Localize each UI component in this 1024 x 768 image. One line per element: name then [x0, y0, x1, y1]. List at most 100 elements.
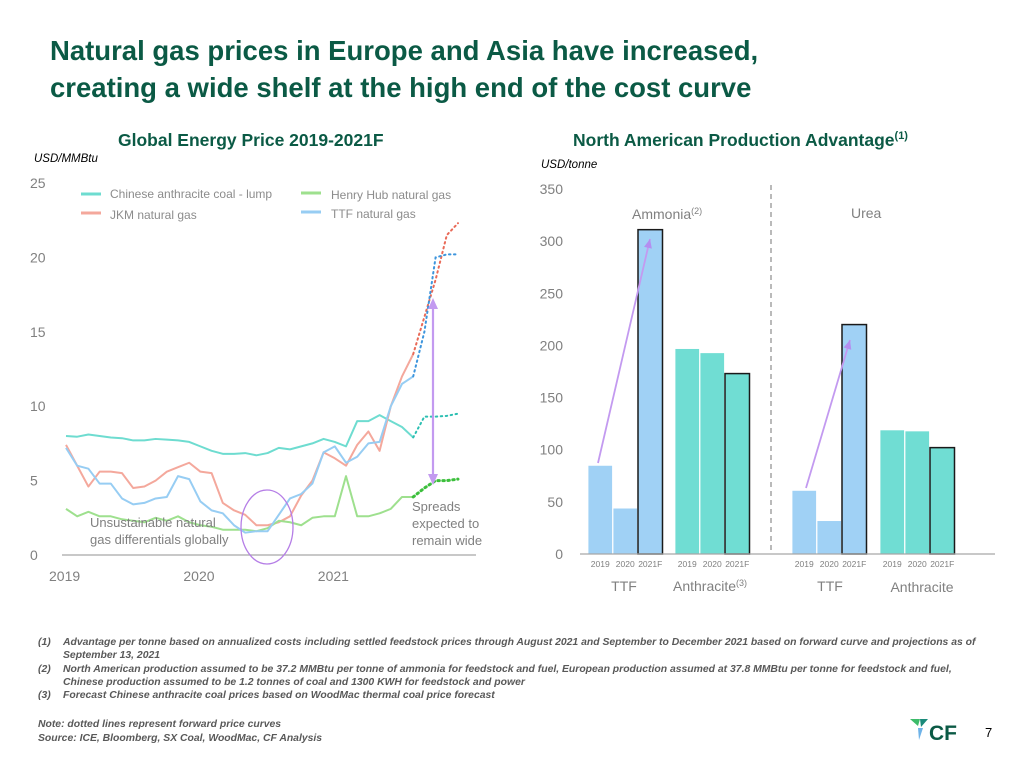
group-label-urea-ttf: TTF — [817, 578, 843, 594]
annotation-unsustainable: Unsustainable natural gas differentials … — [90, 515, 229, 547]
panel-label-urea: Urea — [851, 205, 882, 221]
group-label-ammonia-ttf: TTF — [611, 578, 637, 594]
source-line: Source: ICE, Bloomberg, SX Coal, WoodMac… — [38, 732, 323, 744]
bar-urea-anthracite-2021f — [929, 446, 956, 555]
bar-urea-anthracite-2019 — [879, 429, 905, 555]
left-chart-title: Global Energy Price 2019-2021F — [118, 130, 384, 150]
legend-label-ttf: TTF natural gas — [331, 207, 416, 221]
series-line-jkm-natural-gas — [65, 353, 415, 527]
legend-label-henry-hub: Henry Hub natural gas — [331, 188, 451, 202]
slide-title-line2: creating a wide shelf at the high end of… — [50, 72, 752, 103]
y-tick-label: 5 — [30, 473, 38, 489]
logo-mark-green-icon — [910, 719, 920, 726]
bar-year-label: 2019 — [678, 559, 697, 569]
legend-label-coal: Chinese anthracite coal - lump — [110, 187, 272, 201]
energy-price-line-chart: 0 5 10 15 20 25 2019 2020 2021 Chinese anthraci… — [30, 175, 483, 584]
footnote-3: (3) Forecast Chinese anthracite coal pric… — [38, 689, 978, 702]
bar-y-tick-label: 50 — [547, 494, 563, 510]
right-chart-title-sup: (1) — [894, 130, 908, 143]
bar-urea-ttf-2020 — [816, 520, 842, 555]
group-label-anthracite-sup: (3) — [736, 578, 747, 588]
footnote-1-text: Advantage per tonne based on annualized … — [63, 637, 976, 662]
slide-title: Natural gas prices in Europe and Asia ha… — [50, 32, 950, 106]
panel-label-ammonia-sup: (2) — [691, 206, 702, 216]
annotation-spreads-line2: expected to — [412, 516, 479, 531]
cf-logo: CF — [910, 719, 957, 743]
bar-y-tick-label: 100 — [540, 442, 564, 458]
spread-arrow-head-down — [428, 474, 438, 485]
group-label-ammonia-anthracite-text: Anthracite — [673, 578, 736, 594]
footnote-1: (1) Advantage per tonne based on annualiz… — [38, 636, 978, 663]
right-chart-title-text: North American Production Advantage — [573, 130, 895, 150]
bar-y-tick-label: 0 — [555, 546, 563, 562]
footnote-2: (2) North American production assumed to … — [38, 663, 978, 690]
bar-ammonia-ttf-2020 — [612, 507, 638, 555]
urea-increase-arrow-line — [805, 339, 851, 489]
y-tick-label: 20 — [30, 249, 46, 265]
x-tick-label: 2019 — [49, 568, 80, 584]
spread-arrow-head-up — [428, 298, 438, 309]
series-forecast-ttf-natural-gas — [412, 253, 459, 378]
annotation-spreads-line1: Spreads — [412, 499, 461, 514]
logo-mark-teal-icon — [920, 719, 928, 727]
bar-year-label: 2021F — [930, 559, 954, 569]
right-chart-unit: USD/tonne — [541, 159, 598, 171]
bar-year-label: 2021F — [638, 559, 662, 569]
production-advantage-bar-chart: 0 50 100 150 200 250 300 350 Ammonia(2) Urea 20… — [540, 181, 995, 595]
bar-year-label: 2019 — [795, 559, 814, 569]
panel-label-ammonia: Ammonia(2) — [632, 206, 702, 222]
group-label-ammonia-anthracite: Anthracite(3) — [673, 578, 747, 594]
y-tick-label: 15 — [30, 324, 46, 340]
bar-y-tick-label: 150 — [540, 390, 564, 406]
logo-text: CF — [929, 722, 957, 743]
bar-y-tick-label: 300 — [540, 233, 564, 249]
bar-year-label: 2020 — [703, 559, 722, 569]
series-forecast-jkm-natural-gas — [412, 222, 459, 356]
bar-year-label: 2020 — [908, 559, 927, 569]
x-tick-label: 2020 — [183, 568, 214, 584]
x-tick-label: 2021 — [318, 568, 349, 584]
bar-ammonia-ttf-2019 — [587, 464, 613, 555]
footnote-2-num: (2) — [38, 663, 51, 675]
annotation-unsustainable-line2: gas differentials globally — [90, 532, 229, 547]
series-line-chinese-anthracite-coal-lump — [65, 414, 414, 457]
urea-increase-arrow-head — [843, 340, 852, 350]
legend-label-jkm: JKM natural gas — [110, 208, 197, 222]
bar-ammonia-anthracite-2021f — [724, 372, 751, 555]
logo-mark-blue-icon — [918, 728, 923, 740]
footnote-3-text: Forecast Chinese anthracite coal prices … — [63, 690, 495, 702]
series-forecast-henry-hub-natural-gas — [411, 477, 460, 499]
differential-highlight-ellipse — [240, 489, 294, 565]
bar-year-label: 2020 — [820, 559, 839, 569]
bar-year-label: 2021F — [842, 559, 866, 569]
page-number: 7 — [985, 725, 993, 740]
legend: Chinese anthracite coal - lump Henry Hub… — [81, 187, 451, 222]
footnotes: (1) Advantage per tonne based on annualiz… — [38, 636, 978, 702]
ammonia-increase-arrow-line — [597, 238, 651, 464]
ammonia-increase-arrow-head — [644, 239, 652, 249]
bar-ammonia-ttf-2021f — [637, 228, 664, 555]
group-label-urea-anthracite: Anthracite — [890, 579, 953, 595]
right-chart-title: North American Production Advantage(1) — [573, 130, 908, 151]
bar-y-tick-label: 250 — [540, 285, 564, 301]
note-line: Note: dotted lines represent forward pri… — [38, 719, 282, 730]
slide-title-line1: Natural gas prices in Europe and Asia ha… — [50, 35, 759, 66]
y-tick-label: 25 — [30, 175, 46, 191]
y-tick-label: 10 — [30, 398, 46, 414]
footnote-2-text: North American production assumed to be … — [63, 663, 952, 688]
bar-year-label: 2021F — [725, 559, 749, 569]
bar-urea-anthracite-2020 — [904, 430, 930, 555]
source-note: Note: dotted lines represent forward pri… — [38, 718, 322, 745]
left-chart-unit: USD/MMBtu — [34, 153, 98, 165]
annotation-unsustainable-line1: Unsustainable natural — [90, 515, 216, 530]
bar-ammonia-anthracite-2020 — [699, 352, 725, 555]
bar-y-tick-label: 200 — [540, 337, 564, 353]
bar-year-label: 2020 — [616, 559, 635, 569]
annotation-spreads-line3: remain wide — [412, 533, 482, 548]
bar-y-tick-label: 350 — [540, 181, 564, 197]
bar-ammonia-anthracite-2019 — [674, 348, 700, 555]
footnote-1-num: (1) — [38, 637, 51, 648]
annotation-spreads: Spreads expected to remain wide — [412, 499, 483, 548]
y-tick-label: 0 — [30, 547, 38, 563]
bar-year-label: 2019 — [883, 559, 902, 569]
